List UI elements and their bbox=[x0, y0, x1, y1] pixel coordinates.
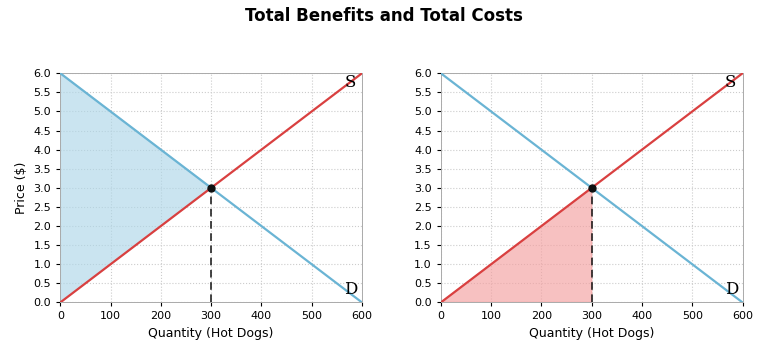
X-axis label: Quantity (Hot Dogs): Quantity (Hot Dogs) bbox=[148, 327, 274, 340]
Text: Total Benefits and Total Costs: Total Benefits and Total Costs bbox=[245, 7, 523, 25]
Text: D: D bbox=[344, 280, 358, 297]
X-axis label: Quantity (Hot Dogs): Quantity (Hot Dogs) bbox=[529, 327, 654, 340]
Text: D: D bbox=[725, 280, 738, 297]
Polygon shape bbox=[61, 73, 211, 302]
Text: S: S bbox=[344, 74, 356, 91]
Text: S: S bbox=[725, 74, 737, 91]
Polygon shape bbox=[441, 188, 591, 302]
Y-axis label: Price ($): Price ($) bbox=[15, 162, 28, 214]
